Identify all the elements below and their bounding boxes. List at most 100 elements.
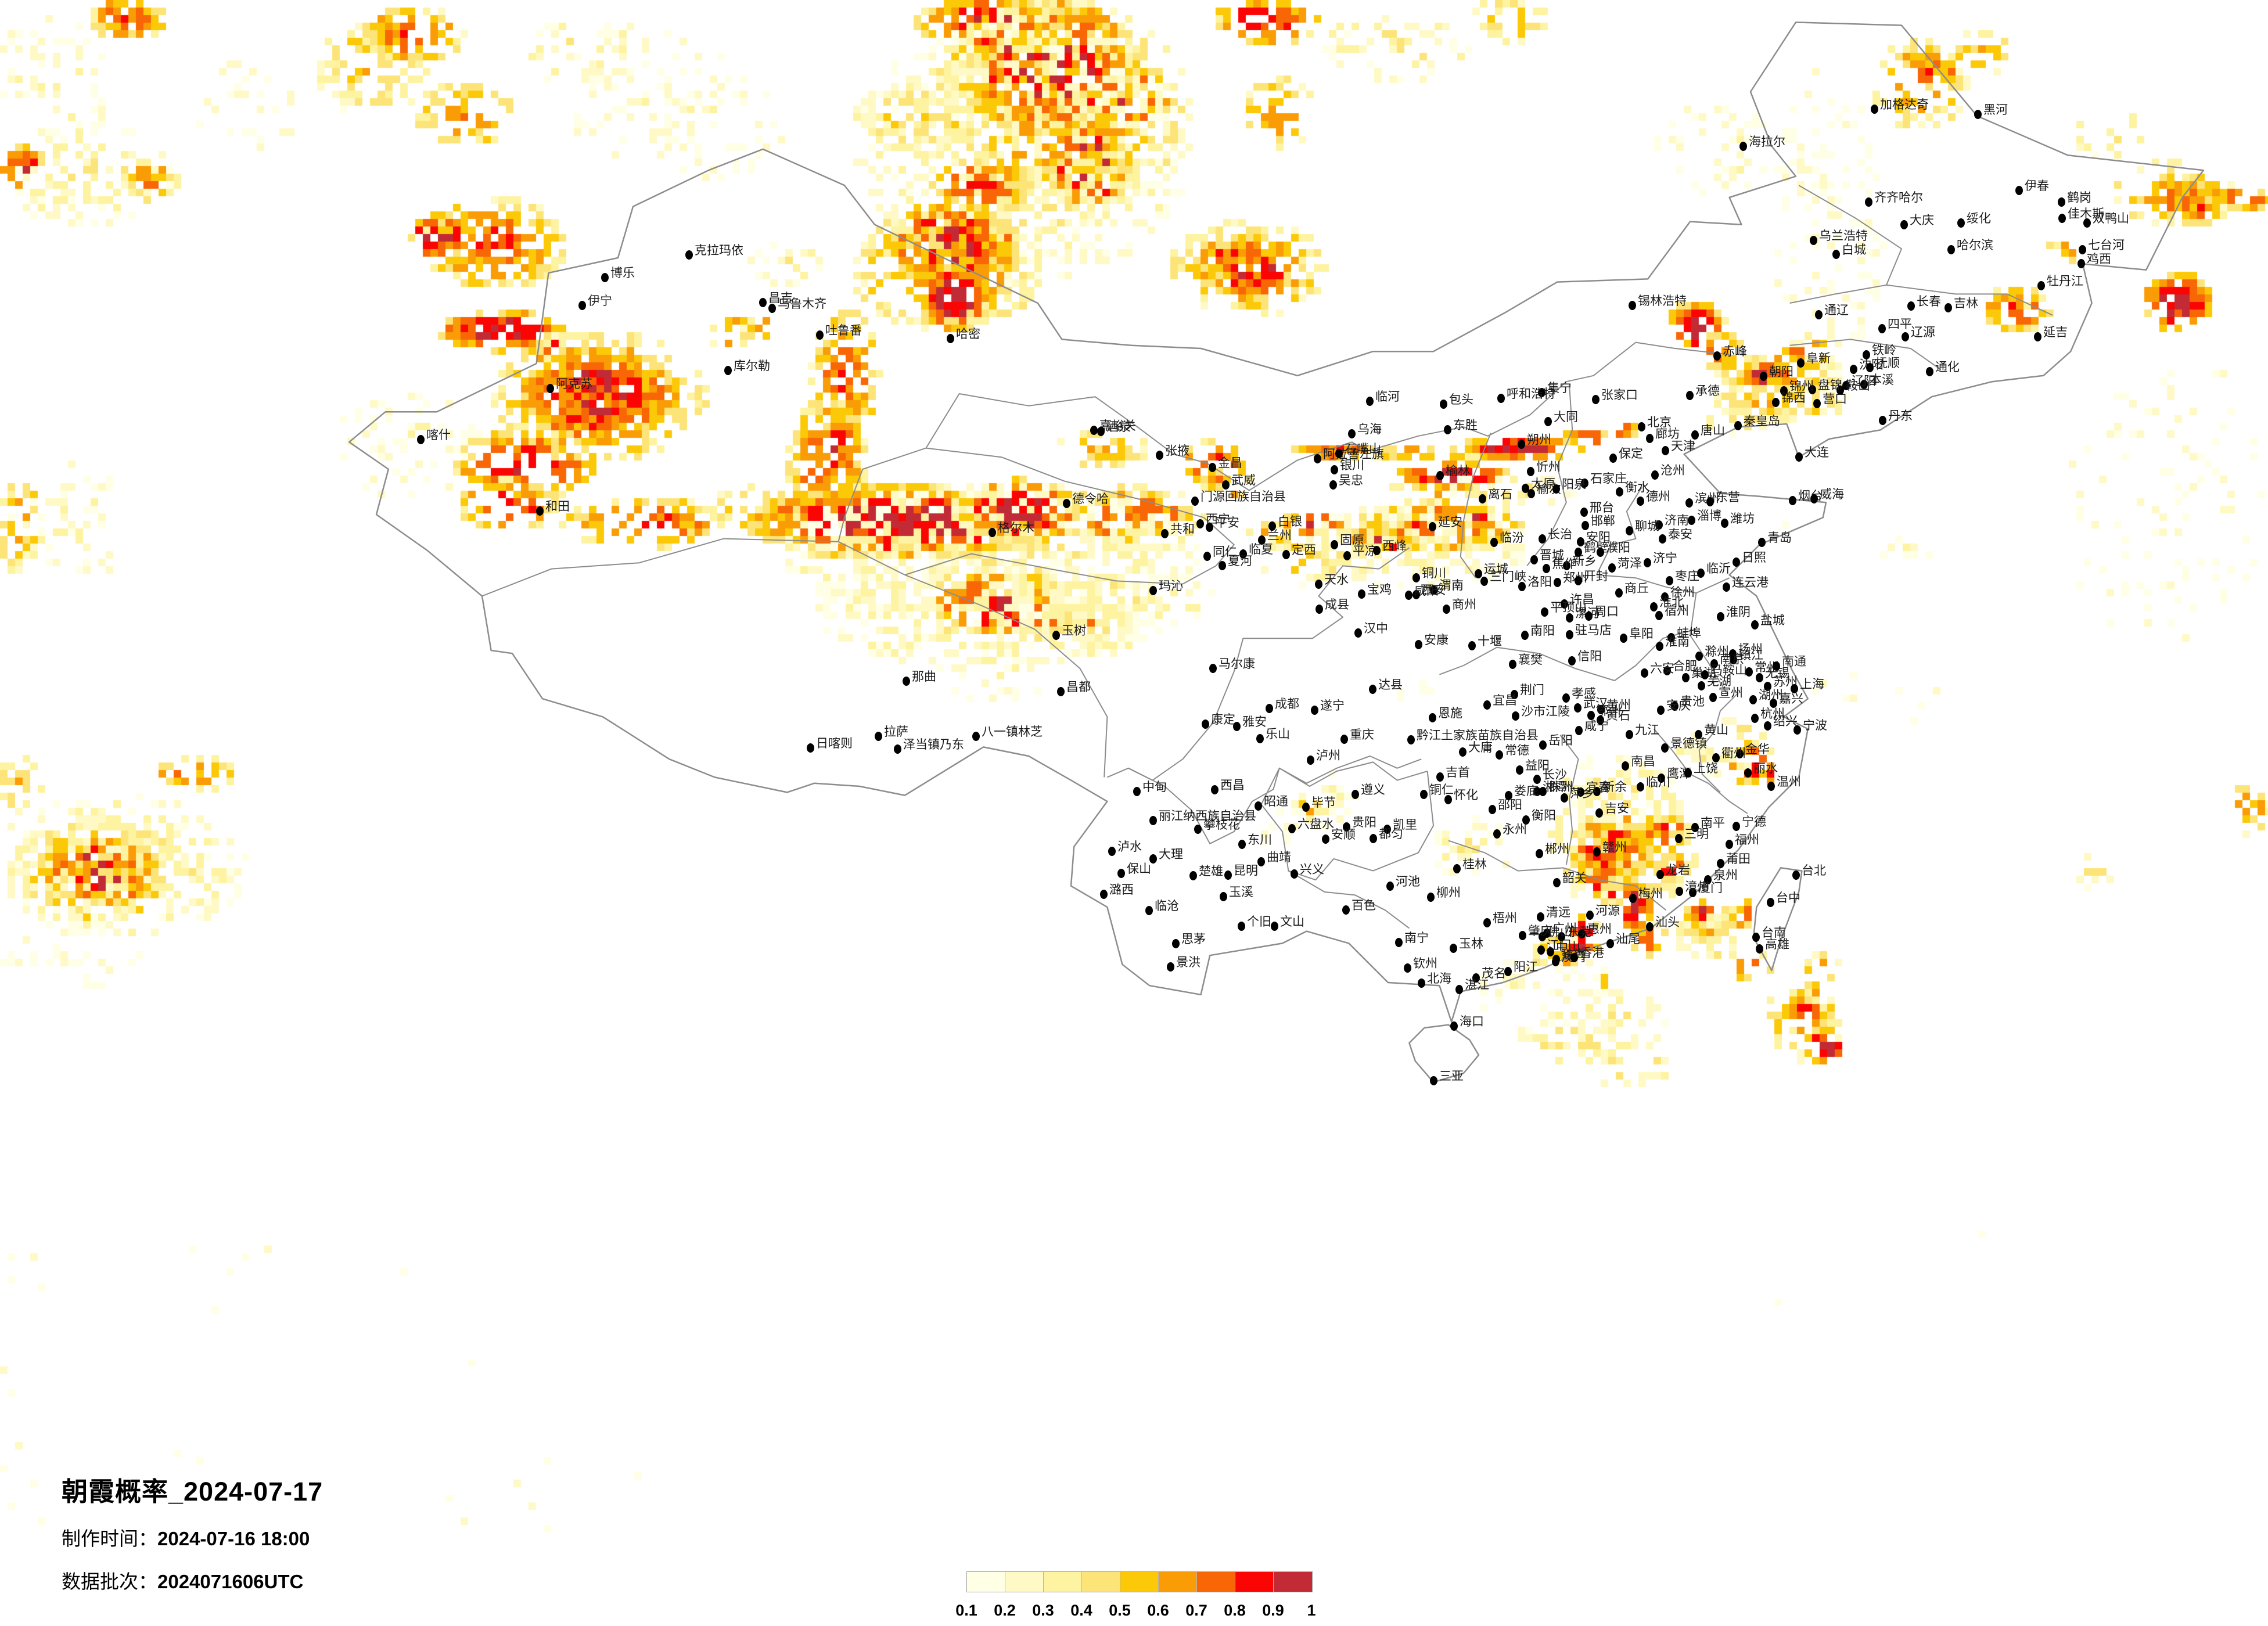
city-dot — [1770, 699, 1777, 708]
city-label: 齐齐哈尔 — [1874, 191, 1923, 204]
hainan-outline — [1408, 1024, 1480, 1083]
city-label: 德令哈 — [1072, 492, 1109, 506]
city-dot — [1536, 849, 1543, 858]
city-dot — [1570, 953, 1578, 962]
city-dot — [1386, 882, 1394, 891]
legend-tick: 0.3 — [1032, 1602, 1054, 1619]
city-dot — [1455, 985, 1463, 994]
city-dot — [1626, 526, 1633, 535]
city-label: 青岛 — [1767, 531, 1792, 545]
city-label: 平凉 — [1353, 545, 1377, 558]
province-boundary — [1596, 574, 1730, 594]
city-label: 加格达奇 — [1880, 98, 1929, 111]
city-label: 康定 — [1211, 713, 1235, 726]
city-dot — [1504, 967, 1512, 976]
city-dot — [1863, 350, 1870, 359]
city-label: 牡丹江 — [2047, 275, 2083, 288]
city-dot — [1348, 429, 1356, 438]
city-dot — [724, 366, 732, 375]
city-label: 岳阳 — [1548, 734, 1573, 747]
city-label: 衡水 — [1625, 481, 1649, 494]
city-label: 大庸 — [1468, 741, 1493, 754]
city-label: 毕节 — [1311, 796, 1336, 810]
city-dot — [1944, 303, 1952, 312]
city-label: 汕尾 — [1616, 933, 1640, 946]
city-label: 许昌 — [1570, 593, 1594, 606]
city-label: 潞西 — [1109, 883, 1134, 897]
city-label: 周口 — [1594, 605, 1619, 618]
city-dot — [1695, 652, 1703, 661]
city-dot — [1709, 693, 1717, 702]
city-label: 温州 — [1777, 775, 1801, 789]
city-label: 昭通 — [1264, 795, 1288, 808]
city-label: 西峰 — [1382, 539, 1407, 553]
city-label: 北海 — [1427, 972, 1451, 985]
city-dot — [1656, 870, 1664, 879]
city-dot — [1429, 522, 1436, 531]
city-label: 厦门 — [1698, 882, 1723, 895]
city-label: 淮阴 — [1726, 606, 1751, 619]
city-label: 萍乡 — [1570, 787, 1594, 800]
city-dot — [2083, 218, 2091, 228]
city-dot — [1836, 386, 1844, 395]
city-label: 思茅 — [1181, 933, 1206, 946]
city-dot — [1493, 829, 1501, 839]
legend-tick: 0.2 — [994, 1602, 1016, 1619]
city-label: 威海 — [1820, 488, 1844, 501]
city-dot — [1626, 730, 1633, 739]
city-dot — [1566, 630, 1573, 639]
city-dot — [2077, 259, 2085, 268]
city-label: 个旧 — [1247, 915, 1271, 929]
city-label: 襄樊 — [1518, 653, 1543, 667]
city-dot — [1561, 793, 1568, 803]
city-label: 哈密 — [956, 328, 980, 341]
city-label: 十堰 — [1478, 635, 1502, 648]
city-dot — [1202, 720, 1209, 729]
city-dot — [1450, 944, 1457, 953]
city-label: 四平 — [1888, 318, 1912, 331]
city-dot — [1688, 516, 1695, 525]
city-dot — [1659, 534, 1666, 544]
city-label: 鸡西 — [2087, 253, 2111, 266]
city-label: 共和 — [1170, 523, 1195, 536]
city-label: 永州 — [1503, 823, 1527, 836]
province-boundary — [1559, 735, 1579, 865]
city-dot — [536, 506, 544, 516]
city-label: 嘉峪关 — [1099, 419, 1136, 433]
city-dot — [1490, 538, 1498, 547]
city-label: 茂名 — [1482, 967, 1506, 980]
city-label: 宁德 — [1742, 815, 1766, 829]
city-label: 黑河 — [1983, 103, 2008, 117]
city-label: 漳州 — [1685, 880, 1709, 894]
city-dot — [1554, 578, 1561, 587]
city-dot — [1752, 933, 1760, 942]
city-dot — [1577, 787, 1584, 797]
city-dot — [1767, 782, 1775, 791]
city-label: 重庆 — [1350, 728, 1374, 742]
city-label: 扬州 — [1738, 643, 1763, 656]
legend-tick: 0.4 — [1070, 1602, 1092, 1619]
city-dot — [1651, 470, 1659, 480]
city-label: 衢州 — [1721, 747, 1746, 760]
city-dot — [1052, 631, 1060, 640]
city-dot — [1522, 815, 1530, 825]
city-label: 阳泉 — [1562, 478, 1586, 491]
city-label: 宣州 — [1719, 686, 1743, 700]
city-dot — [1194, 825, 1202, 834]
city-dot — [1268, 521, 1276, 531]
city-label: 镇江 — [1739, 649, 1763, 662]
city-label: 景德镇 — [1670, 737, 1707, 750]
city-label: 枣庄 — [1675, 570, 1699, 583]
city-label: 信阳 — [1577, 650, 1602, 663]
city-dot — [1734, 421, 1742, 430]
city-dot — [1658, 774, 1665, 783]
city-dot — [1860, 380, 1868, 389]
city-dot — [1282, 550, 1290, 559]
city-dot — [1586, 911, 1594, 920]
city-label: 安庆 — [1666, 699, 1691, 713]
city-dot — [1780, 386, 1788, 395]
city-label: 河源 — [1595, 904, 1620, 918]
city-dot — [1704, 875, 1712, 884]
city-label: 长春 — [1917, 295, 1941, 308]
city-label: 三亚 — [1439, 1070, 1464, 1083]
